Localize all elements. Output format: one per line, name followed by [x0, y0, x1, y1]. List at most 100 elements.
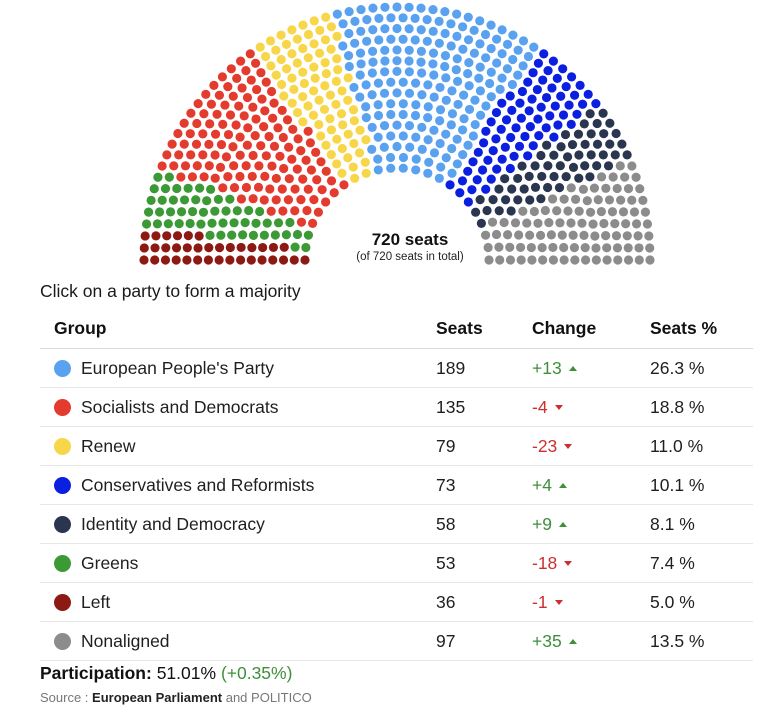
- seat-dot: [475, 86, 486, 96]
- seat-dot: [212, 109, 222, 119]
- seat-dot: [528, 141, 538, 151]
- seat-dot: [373, 110, 384, 121]
- seat-dot: [555, 218, 565, 228]
- seat-dot: [266, 61, 276, 71]
- party-row[interactable]: Identity and Democracy 58 +9 8.1 %: [40, 504, 753, 544]
- seat-dot: [480, 230, 491, 240]
- seat-dot: [203, 255, 213, 265]
- seat-dot: [241, 161, 251, 171]
- seat-dot: [221, 152, 232, 162]
- seat-dot: [468, 131, 478, 141]
- seat-dot: [634, 255, 644, 265]
- seat-dot: [505, 91, 515, 101]
- seat-dot: [344, 6, 354, 17]
- party-row[interactable]: Conservatives and Reformists 73 +4 10.1 %: [40, 465, 753, 505]
- seat-dot: [258, 242, 268, 253]
- seat-dot: [331, 99, 341, 110]
- seat-dot: [463, 35, 474, 45]
- seat-dot: [343, 51, 354, 61]
- party-row[interactable]: European People's Party 189 +13 26.3 %: [40, 348, 753, 388]
- seat-dot: [605, 118, 615, 128]
- seat-dot: [640, 207, 651, 217]
- seat-dot: [392, 56, 402, 66]
- seat-dot: [157, 195, 167, 205]
- seat-dot: [405, 142, 415, 152]
- seat-dot: [559, 255, 569, 265]
- party-name-cell: Greens: [40, 543, 436, 583]
- seat-dot: [481, 53, 491, 63]
- seat-dot: [287, 49, 297, 59]
- seat-dot: [276, 54, 286, 65]
- seat-dot: [225, 242, 235, 253]
- seat-dot: [167, 139, 177, 149]
- party-name-european-people-s-party: European People's Party: [81, 357, 275, 378]
- seat-dot: [264, 131, 274, 142]
- seat-dot: [589, 183, 600, 193]
- seat-dot: [500, 174, 510, 184]
- seat-dot: [337, 86, 347, 96]
- seat-dot: [452, 9, 462, 19]
- seat-dot: [163, 219, 173, 229]
- seat-dot: [332, 9, 342, 19]
- seat-dot: [440, 61, 450, 72]
- source-politico[interactable]: POLITICO: [251, 690, 312, 705]
- seat-dot: [497, 98, 507, 108]
- seat-dot: [523, 51, 534, 62]
- seat-dot: [638, 195, 648, 205]
- seat-dot: [386, 34, 396, 44]
- seat-dot: [165, 207, 176, 217]
- seat-dot: [561, 171, 571, 182]
- party-name-renew: Renew: [81, 435, 136, 456]
- party-row[interactable]: Nonaligned 97 +35 13.5 %: [40, 621, 753, 661]
- seat-dot: [191, 195, 201, 205]
- seat-dot: [172, 183, 182, 194]
- party-row[interactable]: Socialists and Democrats 135 -4 18.8 %: [40, 387, 753, 427]
- seat-dot: [160, 183, 171, 194]
- seat-dot: [417, 144, 427, 154]
- seat-dot: [251, 114, 261, 124]
- seat-dot: [343, 129, 353, 139]
- seat-dot: [633, 231, 643, 241]
- seat-dot: [598, 108, 608, 118]
- seat-dot: [574, 150, 584, 160]
- seat-dot: [361, 135, 371, 145]
- party-row[interactable]: Greens 53 -18 7.4 %: [40, 543, 753, 583]
- party-color-dot-icon: [54, 398, 71, 416]
- seat-dot: [251, 218, 261, 228]
- seat-dot: [214, 242, 225, 253]
- seat-dot: [516, 113, 526, 123]
- seat-dot: [410, 35, 420, 45]
- seat-dot: [541, 92, 552, 103]
- seat-dot: [480, 29, 491, 40]
- party-change-cell: -23: [532, 426, 650, 466]
- seat-dot: [514, 230, 524, 240]
- seat-dot: [558, 64, 568, 74]
- party-seats-pct: 7.4 %: [650, 543, 753, 583]
- source-prefix: Source :: [40, 690, 89, 705]
- seat-dot: [386, 109, 396, 120]
- seat-dot: [292, 229, 303, 240]
- seat-dot: [398, 34, 408, 44]
- seat-dot: [572, 109, 582, 119]
- party-name-cell: Identity and Democracy: [40, 504, 436, 544]
- seat-dot: [343, 153, 353, 163]
- party-row[interactable]: Left 36 -1 5.0 %: [40, 582, 753, 622]
- party-name-wrap: Renew: [54, 436, 436, 457]
- party-row[interactable]: Renew 79 -23 11.0 %: [40, 426, 753, 466]
- seat-dot: [540, 205, 550, 216]
- seat-dot: [310, 73, 320, 83]
- seat-dot: [360, 157, 370, 167]
- source-european-parliament[interactable]: European Parliament: [92, 690, 223, 705]
- seat-dot: [550, 101, 560, 111]
- seat-dot: [549, 132, 559, 142]
- seat-dot: [507, 105, 517, 115]
- seat-dot: [463, 140, 473, 150]
- seat-dot: [231, 120, 241, 130]
- seat-dot: [607, 207, 618, 217]
- seat-dot: [645, 243, 655, 253]
- source-and: and: [225, 690, 248, 705]
- seat-dot: [586, 129, 596, 139]
- seat-dot: [201, 89, 211, 99]
- party-seats: 189: [436, 348, 532, 388]
- seat-dot: [157, 161, 167, 171]
